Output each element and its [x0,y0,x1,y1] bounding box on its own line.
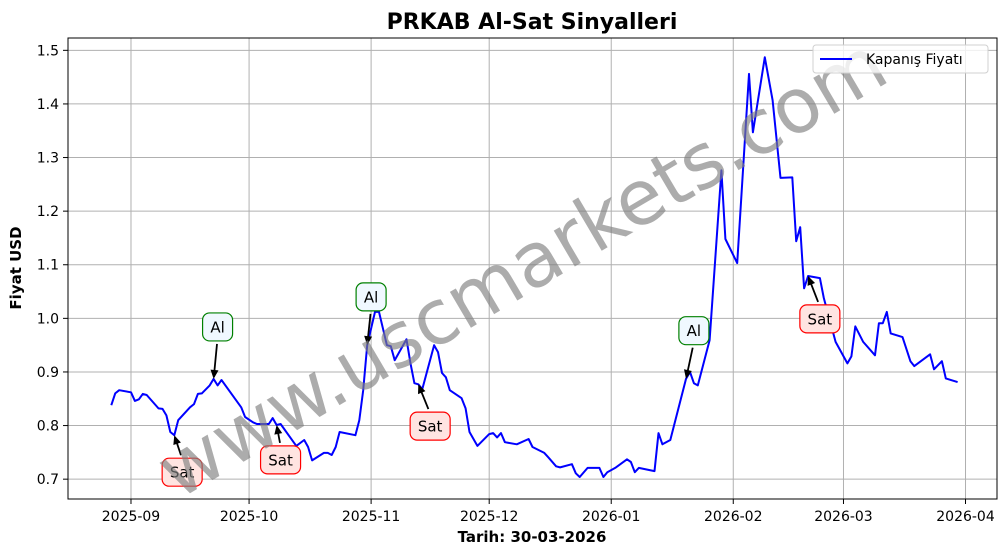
signal-label: Al [364,288,378,306]
signal-annotation-buy: Al [201,312,234,379]
signal-label-box [678,316,710,346]
y-axis-label: Fiyat USD [7,226,25,309]
y-tick-label: 1.4 [37,97,59,113]
x-tick-label: 2026-03 [814,509,873,525]
annotations: Sat Al Sat Al Sat Al Sat [161,276,841,487]
arrow-head-icon [418,384,426,395]
signal-annotation-sell: Sat [409,384,451,441]
chart-title: PRKAB Al-Sat Sinyalleri [387,10,678,35]
signal-annotation-sell: Sat [799,276,841,334]
x-tick-label: 2026-02 [704,509,763,525]
x-tick-label: 2026-04 [936,509,995,525]
signal-label-box [201,312,234,342]
y-tick-label: 0.9 [37,365,59,381]
x-tick-label: 2026-01 [582,509,641,525]
x-tick-label: 2025-09 [102,509,161,525]
arrow-head-icon [807,276,816,286]
y-tick-label: 1.3 [37,151,59,167]
arrow-head-icon [683,369,692,379]
y-tick-label: 1.1 [37,258,59,274]
legend[interactable]: Kapanış Fiyatı [812,44,989,74]
signal-label: Al [210,318,224,336]
x-tick-label: 2025-10 [220,509,279,525]
signal-label-box [259,445,302,475]
y-tick-label: 0.7 [37,472,59,488]
x-axis-label: Tarih: 30-03-2026 [458,528,607,546]
signal-label: Al [687,322,701,340]
signal-label-box [161,457,203,487]
signal-label: Sat [808,310,833,328]
y-tick-label: 1.0 [37,311,59,327]
y-tick-label: 1.5 [37,43,59,59]
x-tick-label: 2025-12 [460,509,519,525]
legend-label: Kapanış Fiyatı [866,52,963,68]
arrow-head-icon [210,369,219,379]
x-tick-label: 2025-11 [342,509,401,525]
signal-label-box [799,304,841,334]
signal-label: Sat [418,418,443,436]
signal-annotation-buy: Al [678,316,710,379]
x-axis: 2025-09 2025-10 2025-11 2025-12 2026-01 2026-… [102,499,995,525]
signal-label-box [409,411,451,441]
signal-annotation-buy: Al [355,282,387,346]
price-line [110,56,958,478]
y-tick-label: 0.8 [37,419,59,435]
y-axis: 0.7 0.8 0.9 1.0 1.1 1.2 1.3 1.4 1.5 [37,43,68,488]
signal-annotation-sell: Sat [259,425,302,475]
arrow-head-icon [274,425,283,435]
signal-annotation-sell: Sat [161,435,203,487]
legend-box [812,44,989,74]
signal-label: Sat [170,464,195,482]
signal-label-box [355,282,387,312]
arrow-head-icon [173,435,181,446]
signal-label: Sat [268,451,293,469]
plot-frame [67,37,998,500]
arrow-head-icon [364,335,373,346]
y-tick-label: 1.2 [37,204,59,220]
